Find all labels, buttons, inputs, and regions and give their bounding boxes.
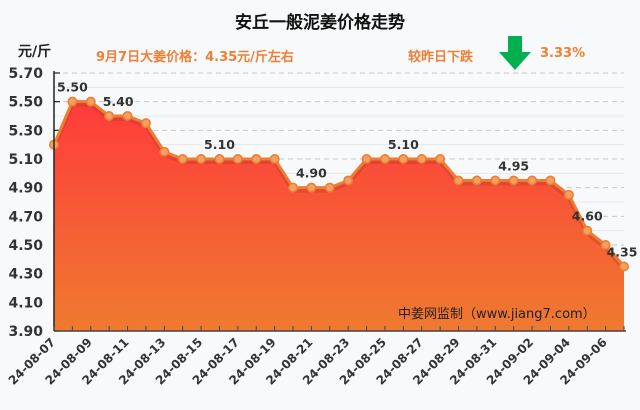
data-point (471, 175, 482, 186)
data-label: 4.95 (498, 159, 529, 174)
data-label: 5.50 (57, 80, 88, 95)
data-point (379, 154, 390, 165)
data-label: 4.35 (607, 245, 638, 260)
data-point (288, 182, 299, 193)
data-point (67, 96, 78, 107)
data-point (600, 240, 611, 251)
data-point (104, 111, 115, 122)
data-point (232, 154, 243, 165)
data-point (527, 175, 538, 186)
data-point (490, 175, 501, 186)
data-point (545, 175, 556, 186)
data-label: 5.10 (204, 137, 235, 152)
data-point (324, 182, 335, 193)
y-tick-label: 4.90 (8, 181, 43, 197)
y-tick-label: 4.70 (8, 209, 43, 225)
y-tick-label: 4.30 (8, 267, 43, 283)
change-percent: 3.33% (540, 46, 586, 61)
y-tick-label: 4.10 (8, 295, 43, 311)
data-point (140, 118, 151, 129)
down-arrow-icon (499, 36, 531, 70)
change-label: 较昨日下跌 (408, 50, 474, 65)
chart-title: 安丘一般泥姜价格走势 (235, 13, 405, 33)
data-label: 5.10 (388, 137, 419, 152)
y-tick-label: 4.50 (8, 238, 43, 254)
data-point (214, 154, 225, 165)
y-tick-label: 5.70 (8, 66, 43, 82)
data-label: 5.40 (103, 94, 134, 109)
watermark: 中姜网监制（www.jiang7.com） (398, 307, 596, 322)
data-point (343, 175, 354, 186)
y-tick-label: 5.30 (8, 123, 43, 139)
data-point (416, 154, 427, 165)
data-point (85, 96, 96, 107)
data-point (159, 146, 170, 157)
data-point (177, 154, 188, 165)
data-point (251, 154, 262, 165)
y-tick-label: 3.90 (8, 324, 43, 340)
data-point (196, 154, 207, 165)
data-point (398, 154, 409, 165)
data-point (361, 154, 372, 165)
data-point (122, 111, 133, 122)
data-point (508, 175, 519, 186)
price-note: 9月7日大姜价格：4.35元/斤左右 (96, 50, 294, 65)
data-point (453, 175, 464, 186)
data-label: 4.90 (296, 166, 327, 181)
data-point (435, 154, 446, 165)
data-point (306, 182, 317, 193)
data-point (269, 154, 280, 165)
y-tick-label: 5.50 (8, 95, 43, 111)
data-point (582, 225, 593, 236)
area-fill (54, 101, 624, 332)
data-point (563, 189, 574, 200)
data-label: 4.60 (572, 209, 603, 224)
data-point (618, 261, 629, 272)
y-axis-unit: 元/斤 (18, 44, 52, 60)
y-tick-label: 5.10 (8, 152, 43, 168)
